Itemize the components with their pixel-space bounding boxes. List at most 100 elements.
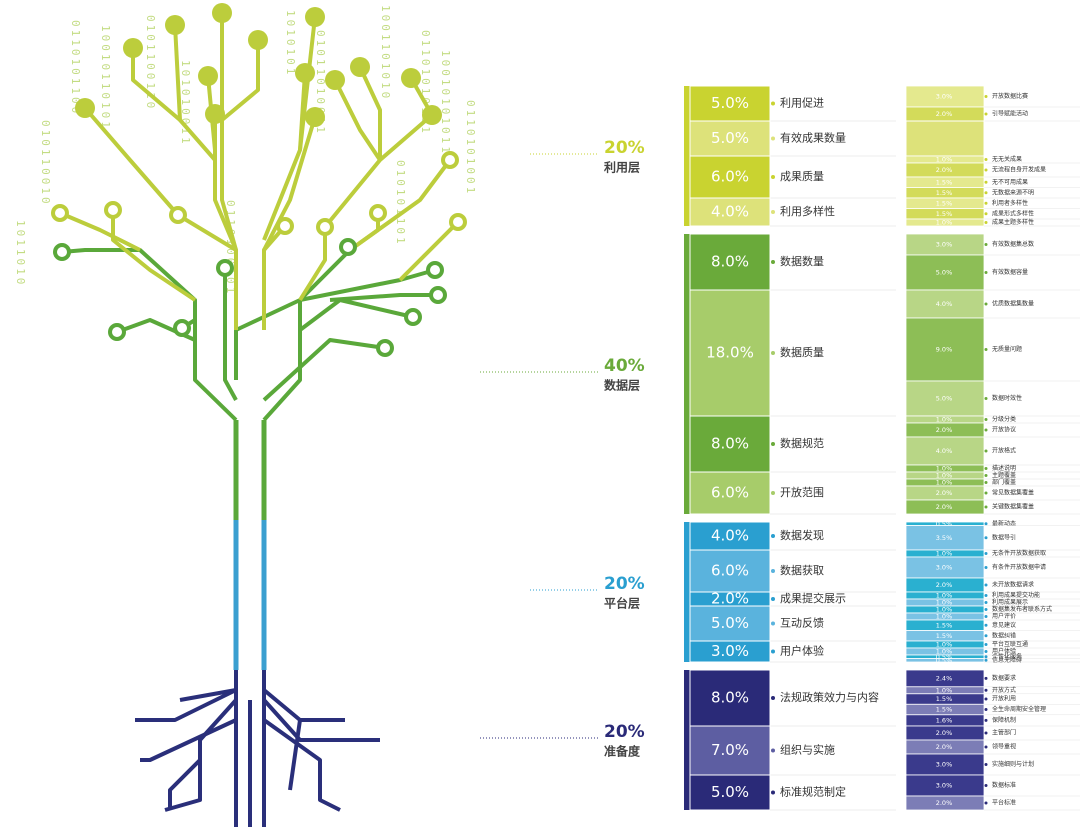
- branch-ring: [429, 286, 447, 304]
- sub-name: 优质数据集数量: [992, 300, 1034, 308]
- sub-name: 部门覆盖: [992, 478, 1016, 486]
- indicator-dot: [771, 569, 775, 573]
- sub-value: 5.0%: [936, 395, 953, 403]
- sub-dot: [984, 397, 988, 400]
- layer-stripe: [684, 234, 690, 514]
- sub-dot: [984, 784, 988, 787]
- sub-name: 开放数据比赛: [992, 92, 1028, 100]
- indicator-name: 利用促进: [780, 96, 824, 110]
- sub-value: 1.5%: [936, 632, 953, 640]
- sub-dot: [984, 180, 988, 184]
- branch-ring: [426, 261, 444, 279]
- indicator-dot: [771, 136, 775, 141]
- tree-branch: [298, 227, 327, 302]
- sub-value: 5.0%: [936, 269, 953, 277]
- sub-name: 用户体验: [992, 647, 1016, 655]
- sub-dot: [984, 522, 988, 526]
- sub-dot: [984, 201, 988, 205]
- indicator-name: 成果质量: [780, 170, 824, 183]
- tree-branch: [131, 48, 182, 122]
- tree-branch: [135, 688, 237, 722]
- sub-value: 3.5%: [936, 534, 953, 542]
- sub-dot: [984, 418, 988, 421]
- sub-dot: [984, 302, 988, 306]
- sub-name: 无流程自身开发成果: [992, 166, 1046, 174]
- branch-node: [401, 68, 421, 88]
- sub-value: 1.5%: [936, 695, 953, 703]
- sub-dot: [984, 643, 988, 646]
- indicator-value: 6.0%: [711, 168, 749, 186]
- sub-block: [905, 254, 985, 291]
- tree-branch: [164, 698, 238, 812]
- binary-column: 1001101010: [379, 5, 392, 101]
- sub-name: 全生命周期安全管理: [992, 705, 1046, 713]
- sub-dot: [984, 491, 988, 495]
- sub-dot: [984, 583, 988, 587]
- sub-name: 开放格式: [992, 447, 1016, 455]
- branch-ring: [369, 204, 387, 222]
- sub-dot: [984, 191, 988, 195]
- sub-value: 2.0%: [936, 729, 953, 737]
- branch-ring: [449, 213, 467, 231]
- sub-dot: [984, 718, 988, 722]
- indicator-dot: [771, 491, 775, 495]
- layer-percent: 40%: [604, 356, 645, 376]
- sub-name: 利用成果展示: [992, 598, 1028, 606]
- indicator-name: 标准规范制定: [780, 785, 846, 799]
- indicator-name: 数据质量: [780, 345, 824, 359]
- sub-value: 3.0%: [936, 241, 953, 249]
- sub-name: 引导赋能活动: [992, 110, 1028, 118]
- sub-value: 2.0%: [936, 426, 953, 434]
- sub-value: 2.0%: [936, 581, 953, 589]
- binary-column: 10010101011: [439, 50, 452, 156]
- sub-dot: [984, 212, 988, 216]
- sub-dot: [984, 168, 988, 172]
- sub-value: 1.0%: [936, 219, 953, 227]
- sub-value: 1.6%: [936, 716, 953, 724]
- sub-name: 开放协议: [992, 426, 1016, 434]
- indicator-dot: [771, 534, 775, 538]
- sub-block: [905, 658, 985, 663]
- tree-branch: [234, 298, 301, 380]
- indicator-block: [689, 725, 771, 776]
- sub-value: 2.0%: [936, 799, 953, 807]
- sub-dot: [984, 474, 988, 477]
- sub-name: 平台互联互通: [992, 640, 1028, 648]
- layer-stripe: [684, 522, 690, 662]
- indicator-dot: [771, 101, 775, 106]
- indicator-value: 6.0%: [711, 562, 749, 580]
- tree-branch: [262, 698, 380, 742]
- sub-name: 常见数据集覆盖: [992, 489, 1034, 497]
- indicator-name: 成果提交展示: [780, 591, 846, 605]
- indicator-dot: [771, 210, 775, 214]
- layer-percent: 20%: [604, 138, 645, 158]
- indicator-name: 用户体验: [780, 644, 824, 658]
- sub-dot: [984, 95, 988, 98]
- sub-dot: [984, 688, 988, 692]
- sub-dot: [984, 655, 988, 659]
- sub-dot: [984, 566, 988, 569]
- tree-branch: [140, 718, 237, 762]
- tree-branch: [168, 758, 202, 810]
- branch-node: [295, 63, 315, 83]
- sub-column-bg: [905, 120, 985, 157]
- binary-column: 0110101100: [69, 20, 82, 116]
- branch-ring: [53, 243, 71, 261]
- indicator-dot: [771, 260, 775, 264]
- tree-branch: [333, 79, 382, 162]
- tree-branch: [262, 116, 317, 251]
- binary-column: 0110101001: [464, 100, 477, 196]
- sub-value: 4.0%: [936, 300, 953, 308]
- sub-dot: [984, 697, 988, 701]
- sub-dot: [984, 745, 988, 749]
- sub-dot: [984, 552, 988, 555]
- sub-value: 1.0%: [936, 465, 953, 473]
- sub-name: 无不可用成果: [992, 178, 1028, 186]
- binary-column: 010101101: [394, 160, 407, 247]
- tree-branch: [111, 210, 197, 302]
- sub-block: [905, 436, 985, 466]
- sub-dot: [984, 536, 988, 540]
- layer-name: 平台层: [604, 596, 640, 611]
- indicator-dot: [771, 175, 775, 179]
